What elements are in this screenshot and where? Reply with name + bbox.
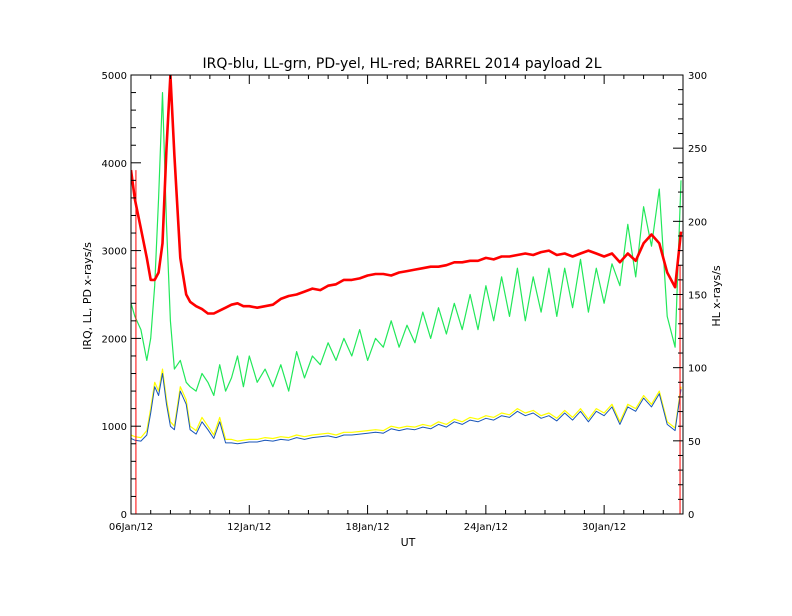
x-tick-label: 24Jan/12 (464, 522, 508, 533)
series-line-pd (131, 368, 682, 442)
plot-frame (130, 74, 684, 515)
y-right-axis-label: HL x-rays/s (710, 265, 723, 327)
y-left-tick-label: 2000 (102, 334, 127, 345)
y-right-tick-label: 300 (688, 71, 707, 82)
x-tick-label: 06Jan/12 (109, 522, 153, 533)
axes-layer: 06Jan/12 12Jan/12 18Jan/12 24Jan/12 30Jan/12… (102, 71, 708, 533)
y-left-tick-label: 4000 (102, 159, 127, 170)
chart-title: IRQ-blu, LL-grn, PD-yel, HL-red; BARREL … (202, 56, 601, 72)
y-left-tick-label: 3000 (102, 247, 127, 258)
series-line-ll (131, 91, 682, 397)
x-axis-label: UT (401, 536, 416, 549)
y-left-axis-label: IRQ, LL, PD x-rays/s (81, 242, 94, 350)
y-left-tick-label: 5000 (102, 71, 127, 82)
y-right-tick-label: 50 (688, 437, 701, 448)
x-tick-label: 30Jan/12 (582, 522, 626, 533)
y-left-tick-label: 0 (121, 510, 127, 521)
y-right-tick-label: 200 (688, 217, 707, 228)
x-tick-label: 18Jan/12 (345, 522, 389, 533)
y-right-tick-label: 0 (688, 510, 694, 521)
y-right-tick-label: 150 (688, 291, 707, 302)
x-tick-label: 12Jan/12 (227, 522, 271, 533)
y-right-tick-label: 100 (688, 364, 707, 375)
series-line-irq (131, 373, 682, 445)
y-left-tick-label: 1000 (102, 422, 127, 433)
series-line-hl (131, 75, 683, 315)
y-right-tick-label: 250 (688, 144, 707, 155)
series-layer (131, 75, 683, 514)
